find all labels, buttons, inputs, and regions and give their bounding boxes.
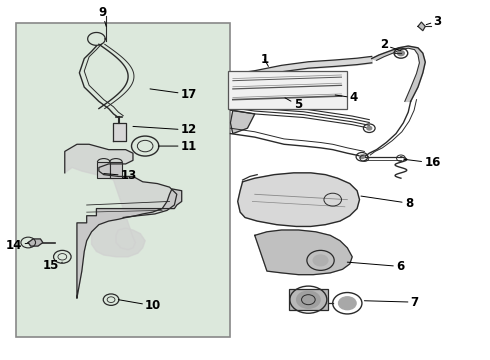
Bar — [16, 23, 230, 337]
Circle shape — [367, 126, 372, 130]
Circle shape — [360, 155, 365, 158]
Bar — [110, 162, 122, 178]
Text: 2: 2 — [380, 39, 401, 51]
Polygon shape — [230, 111, 255, 134]
Text: 10: 10 — [119, 299, 161, 312]
Polygon shape — [77, 189, 182, 298]
Polygon shape — [114, 123, 125, 141]
Bar — [289, 289, 328, 310]
Text: 12: 12 — [133, 123, 197, 136]
Text: 1: 1 — [260, 53, 269, 66]
Bar — [98, 162, 110, 178]
Text: 6: 6 — [347, 260, 404, 273]
Circle shape — [397, 51, 404, 56]
Text: 13: 13 — [104, 169, 137, 182]
Polygon shape — [65, 144, 177, 257]
Text: 8: 8 — [361, 196, 413, 210]
Polygon shape — [255, 230, 352, 275]
Text: 14: 14 — [6, 239, 28, 252]
Polygon shape — [418, 22, 425, 31]
Text: 3: 3 — [426, 14, 441, 27]
Text: 15: 15 — [43, 259, 62, 272]
Text: 9: 9 — [98, 6, 106, 26]
Text: 4: 4 — [335, 91, 358, 104]
Polygon shape — [28, 239, 43, 246]
Text: 7: 7 — [365, 296, 419, 309]
Text: 5: 5 — [285, 98, 302, 112]
Circle shape — [313, 255, 328, 266]
Polygon shape — [372, 46, 425, 102]
Bar — [228, 71, 347, 109]
Circle shape — [296, 291, 320, 308]
Text: 17: 17 — [150, 88, 197, 101]
Text: 16: 16 — [404, 156, 441, 169]
Circle shape — [339, 297, 356, 310]
Polygon shape — [238, 173, 360, 226]
Text: 11: 11 — [158, 140, 197, 153]
